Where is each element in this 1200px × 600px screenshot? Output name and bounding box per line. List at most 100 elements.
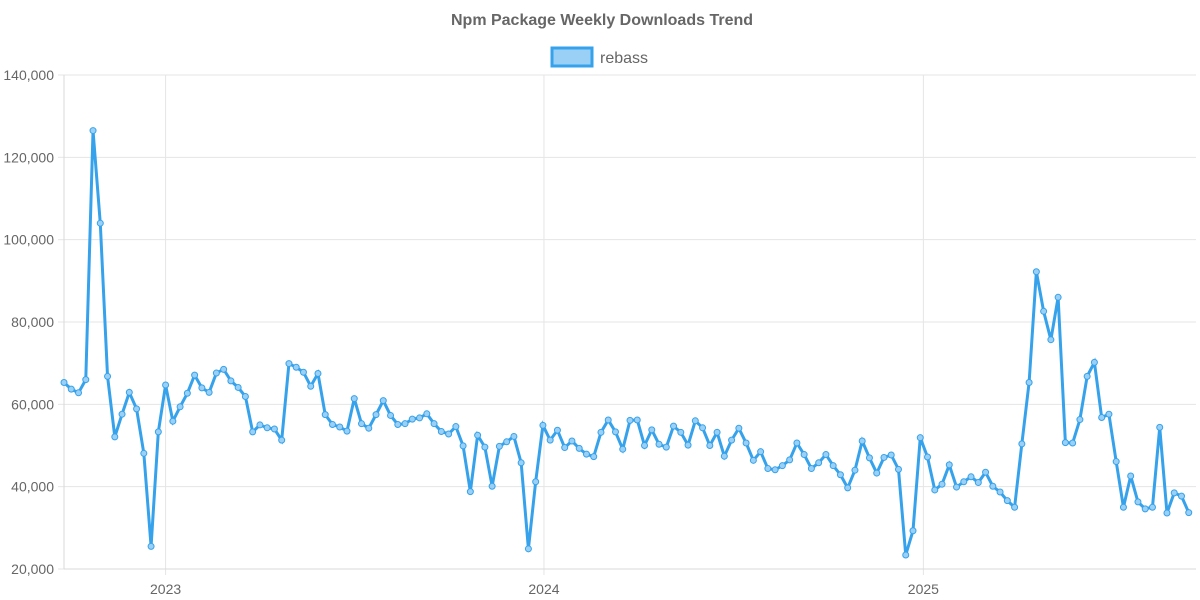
data-point[interactable] (408, 415, 416, 423)
data-point[interactable] (1061, 439, 1069, 447)
data-point[interactable] (945, 461, 953, 469)
data-point[interactable] (176, 403, 184, 411)
data-point[interactable] (437, 428, 445, 435)
data-point[interactable] (1141, 505, 1149, 513)
data-point[interactable] (931, 486, 939, 494)
data-point[interactable] (1127, 472, 1135, 480)
data-point[interactable] (633, 416, 641, 424)
data-point[interactable] (691, 417, 699, 425)
data-point[interactable] (670, 422, 678, 430)
data-point[interactable] (227, 377, 235, 385)
data-point[interactable] (648, 426, 656, 434)
data-point[interactable] (372, 411, 380, 419)
data-point[interactable] (1134, 498, 1142, 506)
data-point[interactable] (960, 478, 968, 486)
data-point[interactable] (1054, 293, 1062, 301)
data-point[interactable] (735, 424, 743, 432)
data-point[interactable] (270, 425, 278, 433)
data-point[interactable] (89, 127, 97, 135)
data-point[interactable] (256, 421, 264, 429)
data-point[interactable] (1177, 492, 1185, 500)
data-point[interactable] (350, 395, 358, 403)
data-point[interactable] (118, 410, 126, 418)
data-point[interactable] (416, 414, 424, 422)
data-point[interactable] (299, 368, 307, 376)
data-point[interactable] (771, 466, 779, 474)
data-point[interactable] (858, 437, 866, 445)
data-point[interactable] (546, 436, 554, 444)
data-point[interactable] (967, 473, 975, 481)
data-point[interactable] (887, 451, 895, 459)
data-point[interactable] (844, 484, 852, 492)
data-point[interactable] (786, 456, 794, 464)
data-point[interactable] (1025, 379, 1033, 387)
data-point[interactable] (466, 488, 474, 496)
data-point[interactable] (982, 468, 990, 476)
data-point[interactable] (568, 437, 576, 445)
data-point[interactable] (590, 453, 598, 461)
data-point[interactable] (1156, 423, 1164, 431)
data-point[interactable] (503, 438, 511, 446)
data-point[interactable] (445, 430, 453, 438)
data-point[interactable] (561, 444, 569, 452)
data-point[interactable] (423, 410, 431, 418)
data-point[interactable] (343, 427, 351, 435)
data-point[interactable] (662, 443, 670, 451)
data-point[interactable] (365, 424, 373, 432)
data-point[interactable] (532, 478, 540, 486)
data-point[interactable] (902, 551, 910, 559)
data-point[interactable] (133, 405, 141, 413)
data-point[interactable] (104, 372, 112, 380)
data-point[interactable] (75, 389, 83, 397)
data-point[interactable] (111, 433, 119, 441)
data-point[interactable] (358, 420, 366, 428)
data-point[interactable] (234, 383, 242, 391)
data-point[interactable] (205, 388, 213, 396)
data-point[interactable] (314, 369, 322, 377)
data-point[interactable] (800, 451, 808, 459)
data-point[interactable] (60, 379, 68, 387)
data-point[interactable] (1003, 497, 1011, 505)
data-point[interactable] (865, 454, 873, 462)
data-point[interactable] (1011, 503, 1019, 511)
data-point[interactable] (1119, 503, 1127, 511)
data-point[interactable] (815, 459, 823, 467)
data-point[interactable] (553, 426, 561, 434)
data-point[interactable] (655, 440, 663, 448)
data-point[interactable] (328, 421, 336, 428)
data-point[interactable] (1090, 358, 1098, 366)
data-point[interactable] (198, 384, 206, 392)
data-point[interactable] (82, 376, 90, 384)
data-point[interactable] (916, 434, 924, 442)
data-point[interactable] (162, 381, 170, 389)
data-point[interactable] (582, 450, 590, 458)
data-point[interactable] (699, 424, 707, 432)
data-point[interactable] (894, 465, 902, 473)
data-point[interactable] (1069, 439, 1077, 447)
data-point[interactable] (713, 428, 721, 436)
data-point[interactable] (829, 462, 837, 470)
data-point[interactable] (749, 456, 757, 464)
data-point[interactable] (953, 483, 961, 491)
data-point[interactable] (706, 442, 714, 449)
data-point[interactable] (140, 449, 148, 457)
data-point[interactable] (430, 420, 438, 428)
data-point[interactable] (336, 423, 344, 431)
data-point[interactable] (241, 393, 249, 401)
data-point[interactable] (510, 432, 518, 440)
data-point[interactable] (488, 482, 496, 490)
data-point[interactable] (459, 442, 467, 450)
data-point[interactable] (292, 363, 300, 371)
data-point[interactable] (684, 441, 692, 449)
data-point[interactable] (924, 453, 932, 461)
data-point[interactable] (183, 389, 191, 397)
data-point[interactable] (619, 445, 627, 453)
data-point[interactable] (539, 421, 547, 429)
data-point[interactable] (1047, 336, 1055, 344)
data-point[interactable] (387, 411, 395, 419)
data-point[interactable] (778, 462, 786, 470)
data-point[interactable] (220, 365, 228, 373)
data-point[interactable] (1185, 509, 1193, 517)
data-point[interactable] (278, 436, 286, 444)
data-point[interactable] (1032, 268, 1040, 276)
